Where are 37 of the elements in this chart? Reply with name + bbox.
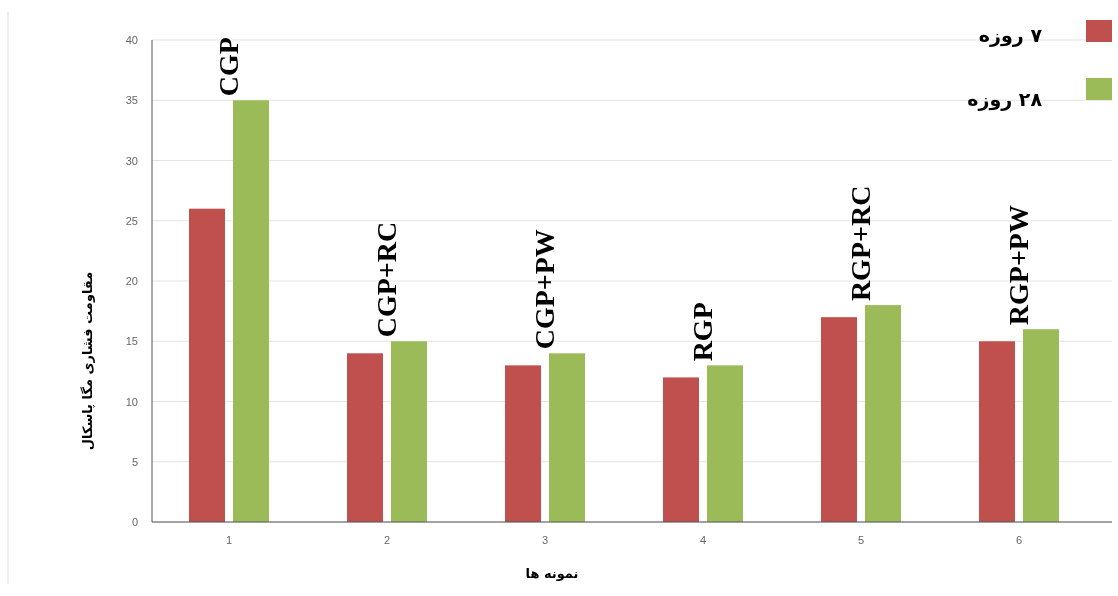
- bar: [233, 100, 269, 522]
- x-tick-label: 3: [541, 534, 549, 546]
- bar: [391, 341, 427, 522]
- bar: [979, 341, 1015, 522]
- bar: [821, 317, 857, 522]
- y-tick-label: 0: [131, 516, 138, 528]
- y-axis-title: مقاومت فشاری مگا پاسکال: [80, 271, 95, 451]
- x-tick-label: 1: [225, 534, 233, 546]
- x-tick-label: 2: [383, 534, 391, 546]
- y-tick-label: 25: [125, 214, 138, 227]
- bar: [505, 365, 541, 522]
- annotation: RGP+PW: [1003, 205, 1034, 326]
- bar: [663, 377, 699, 522]
- x-axis-title: نمونه ها: [525, 566, 579, 581]
- annotation: CGP+RC: [371, 221, 402, 338]
- bar: [347, 353, 383, 522]
- x-tick-label: 5: [857, 534, 865, 546]
- annotation: RGP: [687, 302, 718, 362]
- y-tick-label: 15: [125, 335, 138, 348]
- legend-label: ۲۸ روزه: [967, 88, 1043, 111]
- bar: [549, 353, 585, 522]
- x-tick-label: 4: [699, 534, 707, 546]
- bar: [1023, 329, 1059, 522]
- bar: [189, 208, 225, 522]
- legend-label: ۷ روزه: [978, 24, 1043, 47]
- annotation: CGP: [213, 37, 244, 97]
- annotation: RGP+RC: [845, 185, 876, 302]
- y-tick-label: 20: [125, 275, 138, 287]
- annotation: CGP+PW: [529, 229, 560, 350]
- y-tick-label: 30: [125, 154, 138, 167]
- y-tick-label: 40: [125, 34, 138, 46]
- y-tick-label: 10: [125, 395, 138, 408]
- x-tick-label: 6: [1015, 534, 1023, 546]
- y-tick-label: 5: [131, 455, 138, 468]
- bar: [707, 365, 743, 522]
- y-tick-label: 35: [125, 94, 138, 107]
- bar: [865, 305, 901, 522]
